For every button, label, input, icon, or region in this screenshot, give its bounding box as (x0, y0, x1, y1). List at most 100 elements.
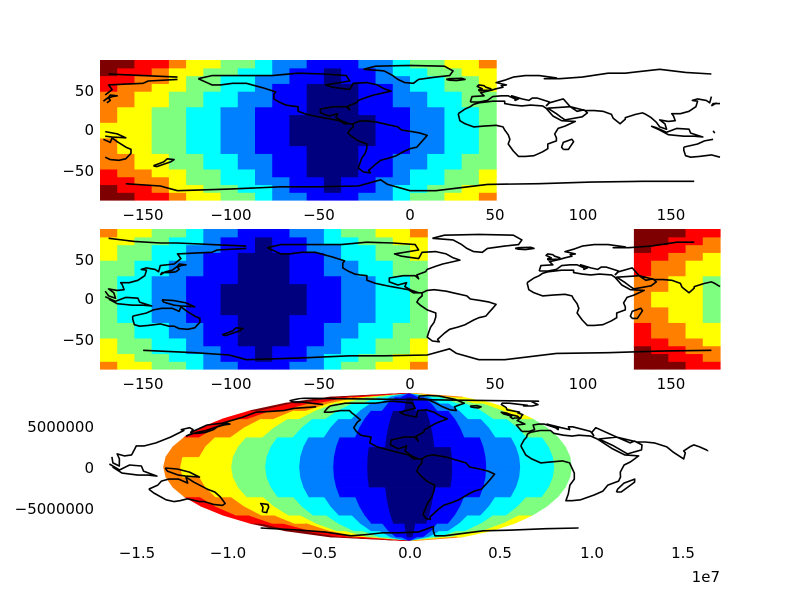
heatmap-cell (341, 192, 359, 201)
panel-1-heatmap (100, 60, 497, 201)
heatmap-cell (186, 275, 204, 285)
heatmap-cell (220, 98, 239, 108)
heatmap-cell (151, 153, 170, 162)
heatmap-cell (427, 161, 446, 170)
heatmap-cell (237, 168, 256, 178)
x-tick-label: −100 (210, 206, 251, 224)
heatmap-cell (203, 168, 222, 178)
heatmap-cell (358, 130, 377, 139)
heatmap-cell (151, 283, 170, 292)
heatmap-cell (401, 496, 419, 507)
heatmap-cell (402, 418, 418, 429)
heatmap-cell (272, 236, 291, 246)
heatmap-cell (401, 466, 419, 478)
heatmap-cell (668, 314, 687, 323)
heatmap-cell (289, 345, 308, 355)
heatmap-cell (289, 192, 308, 201)
heatmap-cell (117, 314, 136, 323)
coastline-uk (500, 411, 521, 420)
heatmap-cell (461, 168, 480, 178)
coastline-south-america (347, 119, 428, 174)
heatmap-cell (168, 67, 187, 77)
heatmap-cell (478, 91, 497, 100)
heatmap-cell (151, 122, 170, 131)
coastline-antarctica (125, 179, 695, 192)
heatmap-cell (272, 353, 291, 362)
heatmap-cell (186, 75, 204, 84)
heatmap-cell (410, 161, 428, 170)
heatmap-cell (685, 330, 704, 339)
panel-1: −150 −100 −50 0 50 100 150 50 0 −50 (62, 60, 721, 224)
heatmap-cell (186, 260, 204, 269)
heatmap-cell (316, 446, 337, 458)
heatmap-cell (358, 306, 377, 316)
coastline-australia (131, 306, 201, 331)
heatmap-cell (289, 267, 308, 277)
heatmap-cell (685, 244, 704, 253)
heatmap-cell (272, 306, 291, 316)
heatmap-cell (323, 67, 342, 77)
heatmap-cell (651, 283, 669, 292)
x-tick-label: −1.0 (210, 544, 246, 562)
heatmap-cell (358, 244, 377, 253)
heatmap-cell (151, 67, 170, 77)
heatmap-cell (186, 106, 204, 116)
heatmap-cell (168, 161, 187, 170)
heatmap-cell (306, 161, 325, 170)
heatmap-cell (168, 176, 187, 186)
heatmap-cell (386, 496, 404, 507)
heatmap-cell (289, 137, 308, 147)
heatmap-cell (335, 486, 356, 498)
heatmap-cell (410, 306, 428, 316)
heatmap-cell (375, 130, 394, 139)
heatmap-cell (461, 130, 480, 139)
heatmap-cell (151, 176, 170, 186)
heatmap-cell (272, 244, 291, 253)
heatmap-cell (358, 353, 377, 362)
heatmap-cell (255, 267, 273, 277)
y-tick-label: 0 (84, 121, 94, 139)
heatmap-cell (100, 267, 118, 277)
heatmap-cell (272, 345, 291, 355)
heatmap-cell (444, 60, 463, 69)
heatmap-cell (427, 106, 446, 116)
heatmap-cell (186, 130, 204, 139)
heatmap-cell (352, 436, 372, 448)
heatmap-cell (168, 168, 187, 178)
heatmap-cell (444, 153, 463, 162)
heatmap-cell (323, 291, 342, 300)
heatmap-cell (272, 275, 291, 285)
heatmap-cell (220, 83, 239, 92)
heatmap-cell (272, 91, 291, 100)
heatmap-cell (323, 275, 342, 285)
heatmap-cell (255, 168, 273, 178)
x-tick-label: 1.5 (671, 544, 695, 562)
heatmap-cell (168, 184, 187, 193)
panel-1-coastlines (102, 64, 721, 192)
heatmap-cell (237, 192, 256, 201)
heatmap-cell (186, 91, 204, 100)
heatmap-cell (168, 252, 187, 261)
coastline-asia-south (104, 78, 713, 130)
heatmap-cell (203, 83, 222, 92)
heatmap-cell (151, 83, 170, 92)
heatmap-cell (668, 322, 687, 331)
heatmap-cell (375, 345, 394, 355)
heatmap-cell (117, 75, 136, 84)
heatmap-cell (168, 236, 187, 246)
heatmap-cell (668, 345, 687, 355)
y-tick-label: 50 (75, 82, 94, 100)
heatmap-cell (289, 299, 308, 308)
heatmap-cell (151, 291, 170, 300)
heatmap-cell (151, 98, 170, 108)
heatmap-cell (410, 236, 428, 246)
heatmap-cell (306, 67, 325, 77)
heatmap-cell (100, 192, 118, 201)
heatmap-cell (151, 361, 170, 370)
coastline-indonesia (650, 125, 704, 138)
heatmap-cell (151, 252, 170, 261)
heatmap-cell (341, 114, 359, 123)
heatmap-cell (134, 275, 153, 285)
heatmap-cell (100, 252, 118, 261)
heatmap-cell (358, 314, 377, 323)
